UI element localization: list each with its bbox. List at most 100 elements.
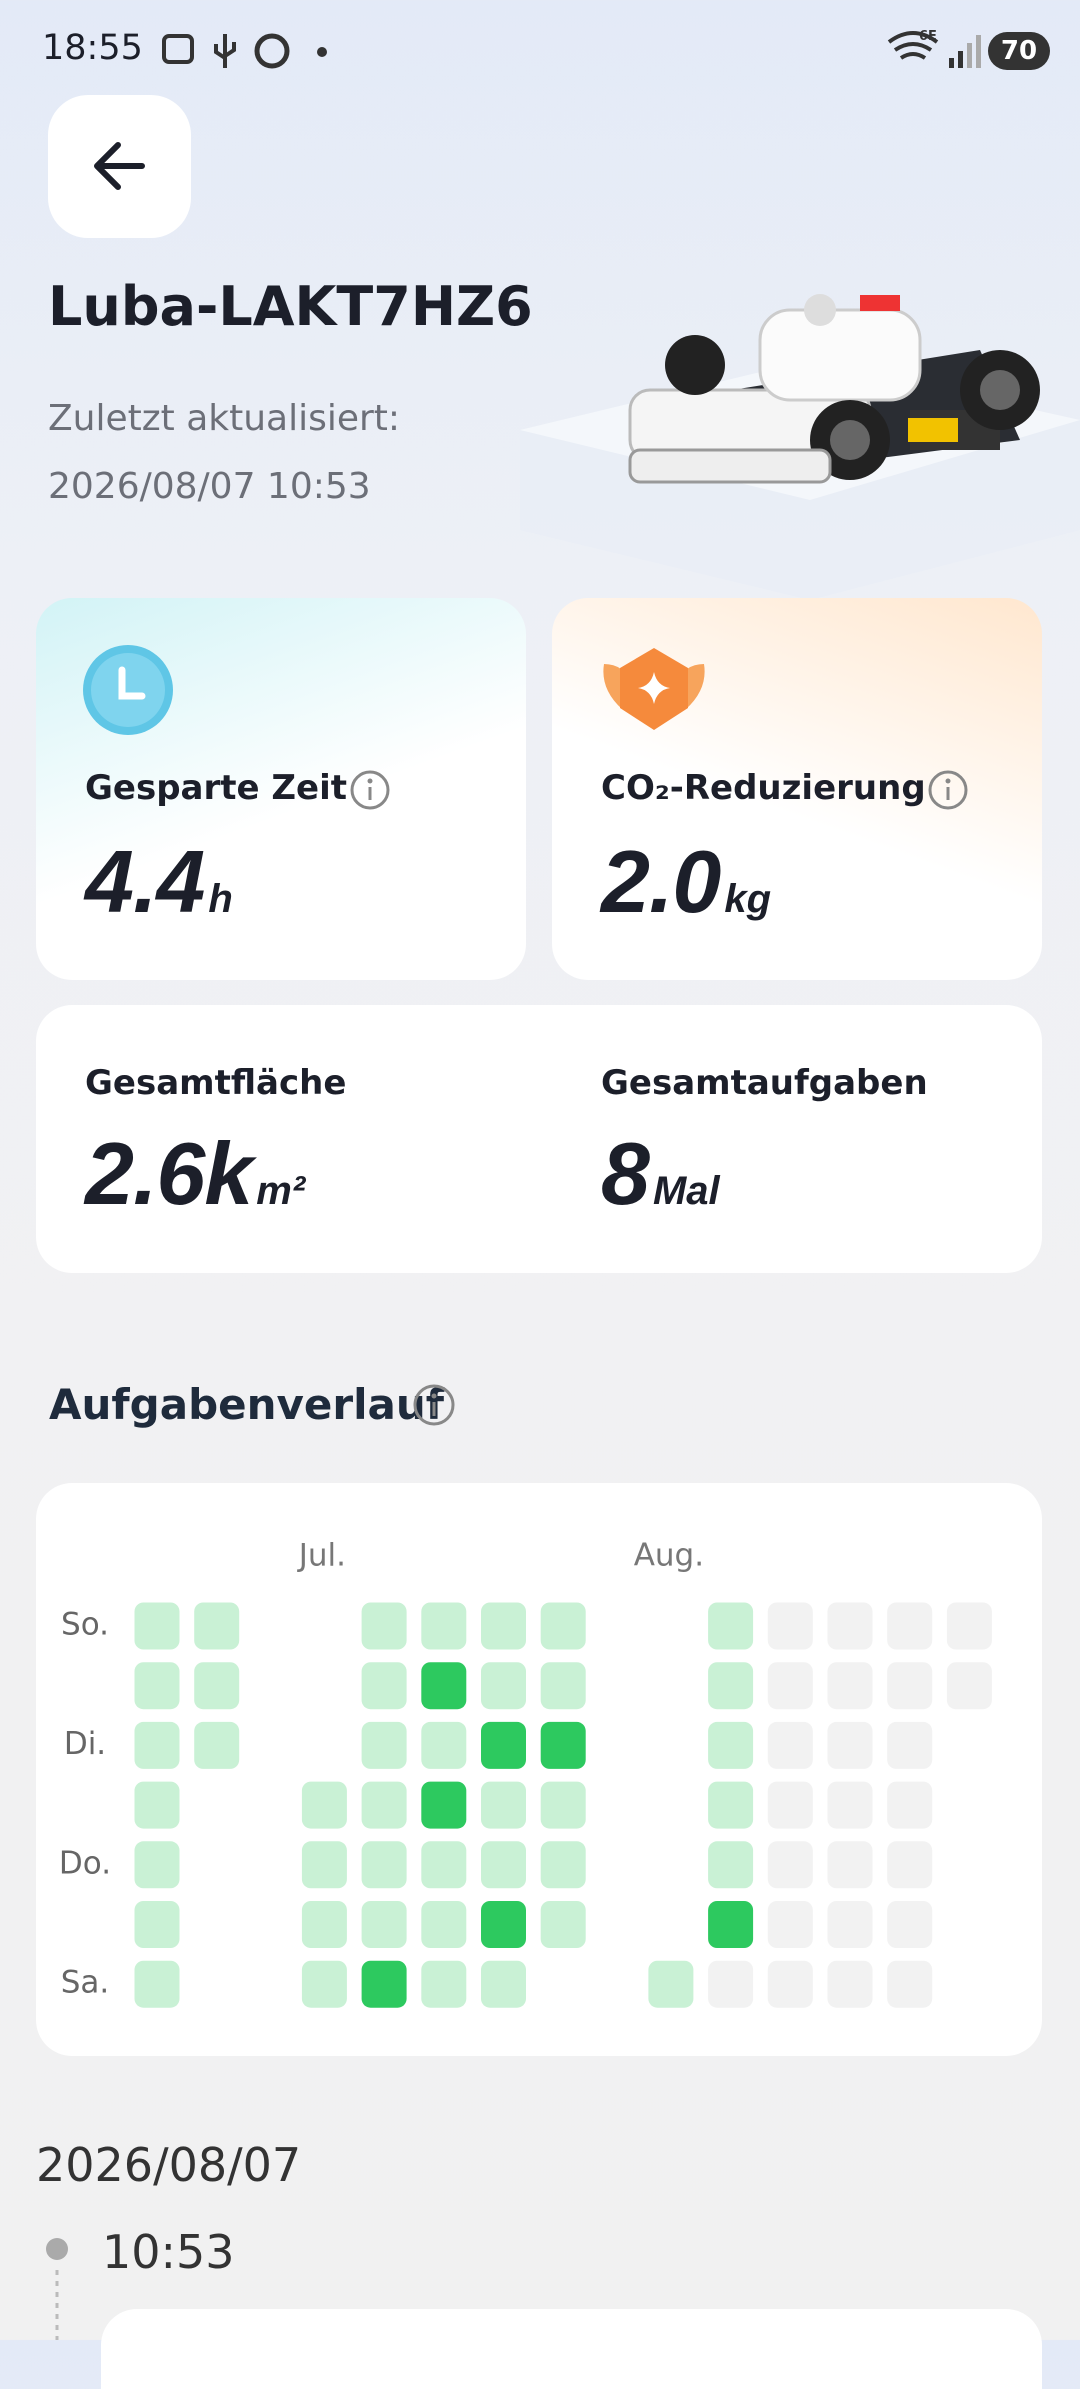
- heat-cell: [301, 1841, 347, 1889]
- heat-cell: [361, 1602, 407, 1650]
- log-time: 10:53: [102, 2225, 235, 2279]
- stat-value-row: 4.4 h: [85, 838, 233, 926]
- heat-cell: [421, 1841, 467, 1889]
- heat-cell: [708, 1960, 754, 2008]
- heat-cell: [767, 1901, 813, 1948]
- co2-card: CO₂-Reduzierung 2.0 kg: [552, 598, 1042, 980]
- month-label: Aug.: [634, 1538, 704, 1574]
- heat-cell: [361, 1960, 407, 2008]
- heat-cell: [481, 1960, 526, 2008]
- heat-cell: [827, 1960, 873, 2008]
- heat-cell: [946, 1602, 992, 1650]
- heat-cell: [767, 1662, 813, 1710]
- back-button[interactable]: [48, 95, 191, 238]
- stat-value: 8: [601, 1124, 650, 1223]
- clock-icon: [83, 645, 173, 735]
- heat-cell: [361, 1901, 407, 1948]
- heat-cell: [827, 1841, 873, 1889]
- section-title: Aufgabenverlauf: [49, 1380, 445, 1429]
- app-screen: 18:55 6E 70 Luba-LAKT7HZ6 Zuletzt aktual…: [0, 0, 1080, 2340]
- heat-cell: [946, 1662, 992, 1710]
- signal-icon: [949, 35, 981, 68]
- heat-cell: [134, 1721, 180, 1769]
- updated-label: Zuletzt aktualisiert:: [48, 398, 401, 439]
- info-icon[interactable]: [926, 768, 970, 812]
- device-name: Luba-LAKT7HZ6: [48, 275, 533, 338]
- month-label: Jul.: [297, 1538, 346, 1574]
- stat-value: 2.6k: [85, 1124, 253, 1223]
- heat-cell: [361, 1781, 407, 1829]
- timeline: [46, 2238, 68, 2340]
- stat-unit: m²: [256, 1169, 306, 1213]
- heat-cell: [827, 1901, 873, 1948]
- heatmap-card: So. Di. Do. Sa. Jul. Aug.: [36, 1483, 1042, 2056]
- updated-at: 2026/08/07 10:53: [48, 466, 371, 507]
- heat-cell: [134, 1901, 180, 1948]
- heat-cell: [887, 1960, 933, 2008]
- heat-cell: [481, 1602, 526, 1650]
- heat-cell: [648, 1960, 694, 2008]
- heat-cell: [708, 1602, 754, 1650]
- heat-cell: [827, 1602, 873, 1650]
- info-icon[interactable]: [411, 1382, 457, 1428]
- heat-cell: [481, 1781, 526, 1829]
- heat-cell: [708, 1721, 754, 1769]
- heat-cell: [421, 1662, 467, 1710]
- heat-cell: [421, 1721, 467, 1769]
- heat-cell: [767, 1781, 813, 1829]
- heat-cell: [194, 1602, 240, 1650]
- wifi-icon: 6E: [887, 29, 939, 60]
- heat-cell: [767, 1602, 813, 1650]
- heat-cell: [708, 1662, 754, 1710]
- heat-cell: [134, 1781, 180, 1829]
- heat-cell: [481, 1721, 526, 1769]
- saved-time-card: Gesparte Zeit 4.4 h: [36, 598, 526, 980]
- heat-cell: [767, 1721, 813, 1769]
- heat-cell: [301, 1901, 347, 1948]
- heat-cell: [481, 1662, 526, 1710]
- day-label: Sa.: [61, 1965, 110, 2001]
- heat-cell: [887, 1901, 933, 1948]
- heat-cell: [481, 1841, 526, 1889]
- heat-cell: [708, 1841, 754, 1889]
- day-label: Di.: [64, 1726, 106, 1762]
- stat-value: 4.4: [85, 832, 205, 931]
- heat-cell: [540, 1781, 586, 1829]
- heat-cell: [301, 1781, 347, 1829]
- battery: 70: [988, 32, 1050, 70]
- stat-unit: h: [208, 877, 233, 921]
- stat-label: Gesparte Zeit: [85, 768, 348, 808]
- day-label: Do.: [59, 1845, 111, 1881]
- heat-cell: [767, 1960, 813, 2008]
- heat-cell: [361, 1841, 407, 1889]
- heat-cell: [540, 1841, 586, 1889]
- log-card[interactable]: [101, 2309, 1042, 2389]
- heat-cell: [194, 1721, 240, 1769]
- heat-cell: [540, 1721, 586, 1769]
- totals-card: Gesamtfläche 2.6k m² Gesamtaufgaben 8 Mal: [36, 1005, 1042, 1273]
- mower-image: [520, 294, 1080, 600]
- day-label: So.: [61, 1607, 109, 1643]
- heatmap: So. Di. Do. Sa. Jul. Aug.: [59, 1538, 992, 2008]
- heat-cell: [134, 1960, 180, 2008]
- heat-cell: [421, 1602, 467, 1650]
- heat-cell: [421, 1781, 467, 1829]
- heat-cell: [361, 1721, 407, 1769]
- stat-value-row: 2.6k m²: [85, 1130, 305, 1218]
- heat-cell: [421, 1960, 467, 2008]
- medal-icon: [603, 648, 705, 730]
- stat-unit: Mal: [652, 1169, 720, 1213]
- heat-cell: [361, 1662, 407, 1710]
- heat-cell: [827, 1721, 873, 1769]
- heat-cell: [827, 1662, 873, 1710]
- info-icon[interactable]: [348, 768, 392, 812]
- stat-label: Gesamtaufgaben: [601, 1063, 928, 1103]
- stat-label: Gesamtfläche: [85, 1063, 347, 1103]
- heat-cell: [194, 1662, 240, 1710]
- heat-cell: [827, 1781, 873, 1829]
- heat-cell: [887, 1662, 933, 1710]
- heat-cell: [301, 1960, 347, 2008]
- heat-cell: [134, 1841, 180, 1889]
- heat-cell: [767, 1841, 813, 1889]
- stat-value-row: 2.0 kg: [601, 838, 771, 926]
